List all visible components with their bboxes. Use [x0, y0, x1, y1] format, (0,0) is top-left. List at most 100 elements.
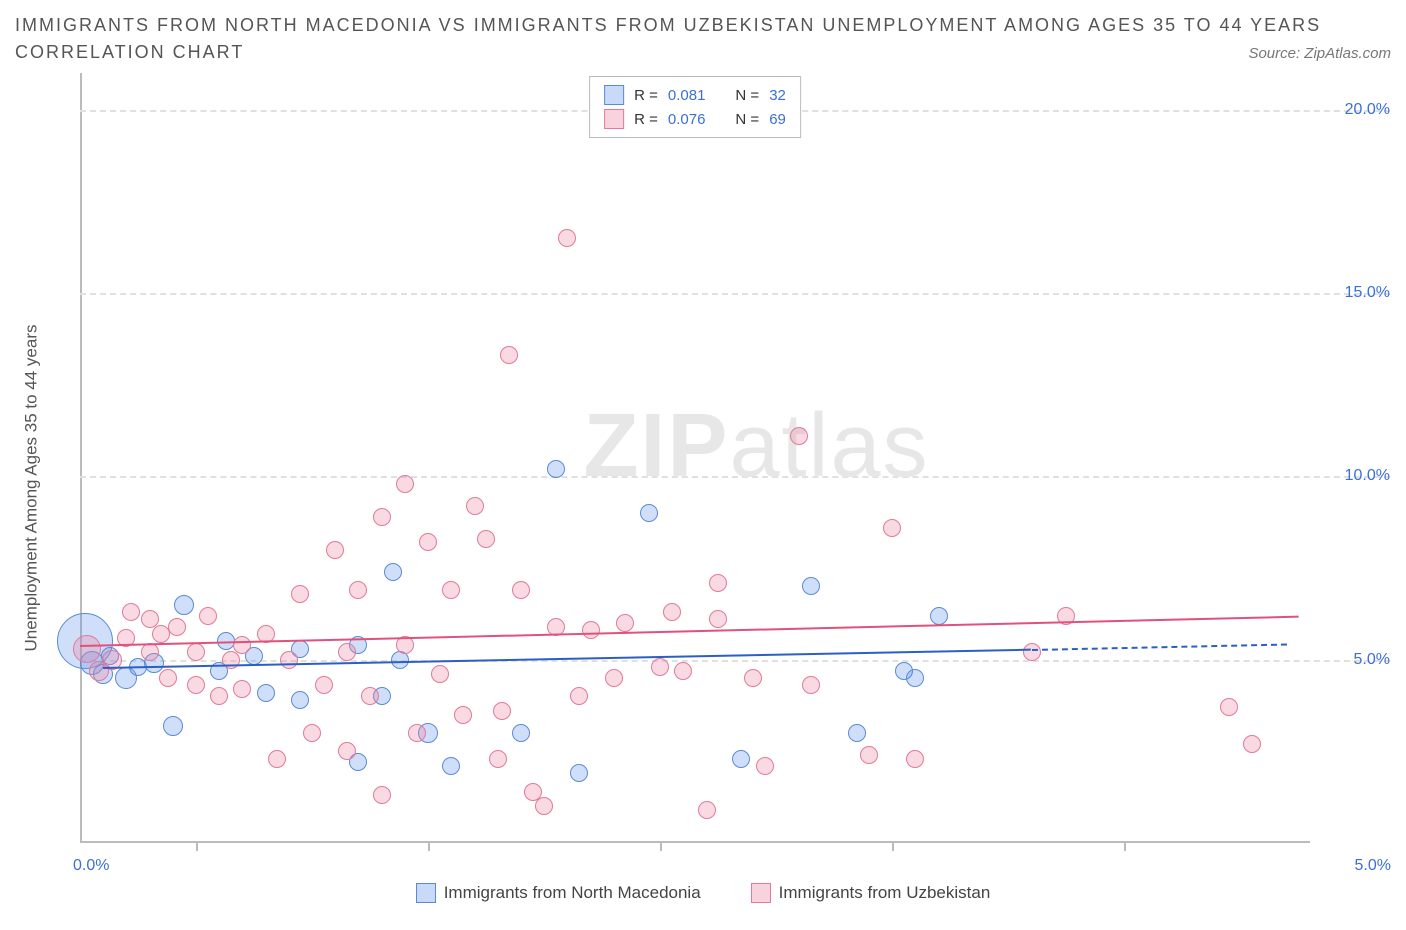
- data-point: [210, 687, 228, 705]
- gridline: [80, 293, 1390, 295]
- data-point: [744, 669, 762, 687]
- legend-swatch: [416, 883, 436, 903]
- data-point: [199, 607, 217, 625]
- data-point: [1023, 643, 1041, 661]
- chart-title-line2: CORRELATION CHART: [15, 42, 244, 63]
- legend-item: Immigrants from Uzbekistan: [751, 883, 991, 903]
- data-point: [431, 665, 449, 683]
- data-point: [663, 603, 681, 621]
- data-point: [280, 651, 298, 669]
- data-point: [187, 676, 205, 694]
- data-point: [349, 581, 367, 599]
- data-point: [373, 508, 391, 526]
- data-point: [698, 801, 716, 819]
- data-point: [512, 581, 530, 599]
- legend-row: R =0.076N =69: [604, 107, 786, 131]
- data-point: [233, 680, 251, 698]
- x-tick: [1124, 841, 1126, 851]
- data-point: [187, 643, 205, 661]
- y-axis-label: Unemployment Among Ages 35 to 44 years: [21, 325, 41, 652]
- data-point: [848, 724, 866, 742]
- data-point: [860, 746, 878, 764]
- gridline: [80, 660, 1390, 662]
- data-point: [152, 625, 170, 643]
- data-point: [326, 541, 344, 559]
- data-point: [268, 750, 286, 768]
- data-point: [454, 706, 472, 724]
- data-point: [257, 684, 275, 702]
- y-tick-label: 10.0%: [1320, 467, 1390, 485]
- watermark: ZIPatlas: [583, 395, 929, 498]
- data-point: [122, 603, 140, 621]
- y-axis-line: [80, 73, 82, 841]
- data-point: [930, 607, 948, 625]
- data-point: [291, 691, 309, 709]
- legend-row: R =0.081N =32: [604, 83, 786, 107]
- data-point: [732, 750, 750, 768]
- data-point: [174, 595, 194, 615]
- data-point: [570, 764, 588, 782]
- n-label: N =: [735, 87, 759, 104]
- data-point: [338, 742, 356, 760]
- data-point: [303, 724, 321, 742]
- r-label: R =: [634, 87, 658, 104]
- legend-swatch: [604, 109, 624, 129]
- data-point: [442, 581, 460, 599]
- data-point: [582, 621, 600, 639]
- data-point: [159, 669, 177, 687]
- x-axis-min-label: 0.0%: [73, 857, 109, 875]
- plot-area: ZIPatlas R =0.081N =32R =0.076N =69 5.0%…: [80, 73, 1310, 843]
- data-point: [640, 504, 658, 522]
- data-point: [709, 610, 727, 628]
- chart-container: Unemployment Among Ages 35 to 44 years Z…: [15, 73, 1391, 903]
- data-point: [419, 533, 437, 551]
- y-tick-label: 5.0%: [1320, 651, 1390, 669]
- data-point: [756, 757, 774, 775]
- trend-line: [1031, 643, 1286, 650]
- data-point: [168, 618, 186, 636]
- data-point: [163, 716, 183, 736]
- data-point: [790, 427, 808, 445]
- x-tick: [892, 841, 894, 851]
- legend-item: Immigrants from North Macedonia: [416, 883, 701, 903]
- data-point: [1243, 735, 1261, 753]
- data-point: [442, 757, 460, 775]
- data-point: [883, 519, 901, 537]
- data-point: [233, 636, 251, 654]
- r-value: 0.081: [668, 87, 706, 104]
- data-point: [291, 585, 309, 603]
- x-tick: [428, 841, 430, 851]
- data-point: [396, 475, 414, 493]
- legend-label: Immigrants from Uzbekistan: [779, 883, 991, 903]
- data-point: [802, 676, 820, 694]
- data-point: [512, 724, 530, 742]
- data-point: [408, 724, 426, 742]
- y-tick-label: 20.0%: [1320, 101, 1390, 119]
- chart-title-line1: IMMIGRANTS FROM NORTH MACEDONIA VS IMMIG…: [15, 15, 1391, 36]
- n-value: 69: [769, 111, 786, 128]
- data-point: [605, 669, 623, 687]
- data-point: [73, 635, 101, 663]
- data-point: [674, 662, 692, 680]
- legend-swatch: [604, 85, 624, 105]
- data-point: [651, 658, 669, 676]
- data-point: [338, 643, 356, 661]
- x-tick: [660, 841, 662, 851]
- data-point: [315, 676, 333, 694]
- r-label: R =: [634, 111, 658, 128]
- data-point: [500, 346, 518, 364]
- data-point: [373, 786, 391, 804]
- r-value: 0.076: [668, 111, 706, 128]
- data-point: [558, 229, 576, 247]
- data-point: [535, 797, 553, 815]
- data-point: [477, 530, 495, 548]
- legend-label: Immigrants from North Macedonia: [444, 883, 701, 903]
- data-point: [141, 643, 159, 661]
- source-label: Source: ZipAtlas.com: [1248, 45, 1391, 62]
- data-point: [384, 563, 402, 581]
- data-point: [616, 614, 634, 632]
- gridline: [80, 476, 1390, 478]
- x-axis-max-label: 5.0%: [1355, 857, 1391, 875]
- x-tick: [196, 841, 198, 851]
- data-point: [895, 662, 913, 680]
